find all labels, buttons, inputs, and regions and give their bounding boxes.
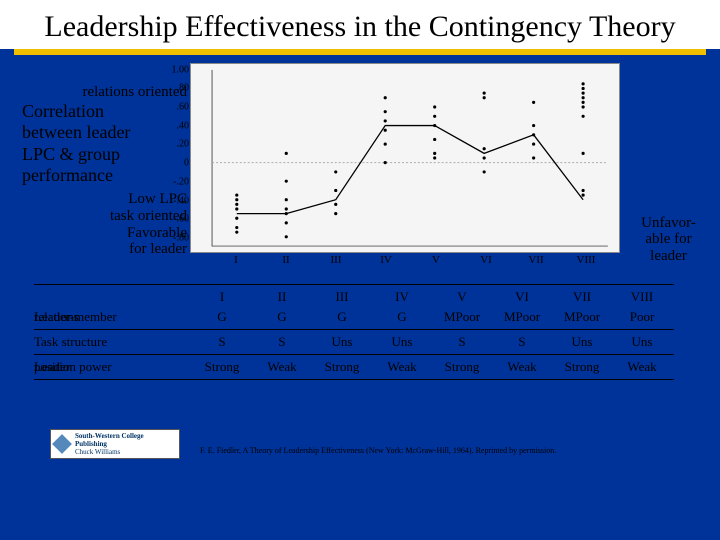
ylabel-line: between leader [22, 122, 130, 144]
table-cell: G [372, 309, 432, 325]
right-label-line: leader [631, 248, 706, 265]
row-label: position power [34, 359, 192, 375]
table-cell: MPoor [432, 309, 492, 325]
situations-table: IIIIIIIVVVIVIIVIIILeader-memberrelations… [34, 282, 674, 382]
citation-text: F. E. Fiedler, A Theory of Leadership Ef… [200, 446, 556, 455]
table-cell: MPoor [492, 309, 552, 325]
ylabel-line: LPC & group [22, 144, 130, 166]
table-cell: Uns [552, 334, 612, 350]
table-row: position powerStrongWeakStrongWeakStrong… [34, 357, 674, 377]
y-tick-label: .40 [163, 120, 189, 131]
table-cell: Strong [192, 359, 252, 375]
y-tick-label: 1.00 [163, 64, 189, 75]
table-cell: VIII [612, 289, 672, 305]
publisher-sub: Chuck Williams [75, 448, 175, 456]
table-cell: Weak [372, 359, 432, 375]
table-row: IIIIIIIVVVIVIIVIII [34, 287, 674, 307]
y-tick-label: .80 [163, 83, 189, 94]
title-underline [14, 49, 705, 55]
x-tick-label: V [432, 254, 440, 266]
table-cell: VI [492, 289, 552, 305]
table-cell: Uns [312, 334, 372, 350]
content-area: High LPC relations oriented Correlation … [0, 57, 720, 477]
y-tick-label: 0 [163, 158, 189, 169]
x-tick-label: VI [480, 254, 492, 266]
x-tick-label: VIII [577, 254, 596, 266]
page-title: Leadership Effectiveness in the Continge… [0, 0, 720, 49]
publisher-icon [52, 434, 72, 454]
table-cell: Weak [492, 359, 552, 375]
table-divider [34, 379, 674, 380]
table-cell: S [192, 334, 252, 350]
y-axis-label: Correlation between leader LPC & group p… [22, 101, 130, 187]
table-cell: Strong [432, 359, 492, 375]
y-tick-label: -.60 [163, 214, 189, 225]
table-cell: II [252, 289, 312, 305]
y-tick-label: -.40 [163, 195, 189, 206]
ylabel-line: Correlation [22, 101, 130, 123]
table-cell: Uns [612, 334, 672, 350]
table-cell: Weak [612, 359, 672, 375]
x-tick-label: III [331, 254, 342, 266]
table-cell: S [492, 334, 552, 350]
table-cell: G [252, 309, 312, 325]
table-divider [34, 329, 674, 330]
table-cell: Weak [252, 359, 312, 375]
table-row: relationsGGGGMPoorMPoorMPoorPoor [34, 307, 674, 327]
table-cell: IV [372, 289, 432, 305]
table-cell: III [312, 289, 372, 305]
y-tick-label: .60 [163, 101, 189, 112]
ylabel-line: performance [22, 165, 130, 187]
y-tick-label: .20 [163, 139, 189, 150]
publisher-text: South-Western College Publishing Chuck W… [75, 432, 175, 456]
table-cell: G [192, 309, 252, 325]
table-cell: V [432, 289, 492, 305]
y-tick-label: -.20 [163, 176, 189, 187]
table-cell: G [312, 309, 372, 325]
x-tick-label: IV [380, 254, 392, 266]
publisher-badge: South-Western College Publishing Chuck W… [50, 429, 180, 459]
table-divider [34, 354, 674, 355]
table-cell: Poor [612, 309, 672, 325]
right-label-line: able for [631, 231, 706, 248]
table-cell: Strong [312, 359, 372, 375]
table-row: Task structureSSUnsUnsSSUnsUns [34, 332, 674, 352]
table-cell: Uns [372, 334, 432, 350]
x-tick-label: I [234, 254, 238, 266]
table-divider [34, 284, 674, 285]
publisher-name: South-Western College Publishing [75, 432, 175, 448]
table-cell: S [252, 334, 312, 350]
table-cell: I [192, 289, 252, 305]
table-cell: MPoor [552, 309, 612, 325]
table-cell: VII [552, 289, 612, 305]
table-cell: S [432, 334, 492, 350]
x-tick-label: II [282, 254, 289, 266]
y-tick-label: -.80 [163, 233, 189, 244]
scatter-chart: 1.00.80.60.40.200-.20-.40-.60-.80IIIIIII… [190, 63, 620, 253]
table-cell: Strong [552, 359, 612, 375]
unfavorable-label: Unfavor- able for leader [631, 215, 706, 265]
row-label: relations [34, 309, 192, 325]
x-tick-label: VII [528, 254, 543, 266]
right-label-line: Unfavor- [631, 215, 706, 232]
row-label: Task structure [34, 334, 192, 350]
